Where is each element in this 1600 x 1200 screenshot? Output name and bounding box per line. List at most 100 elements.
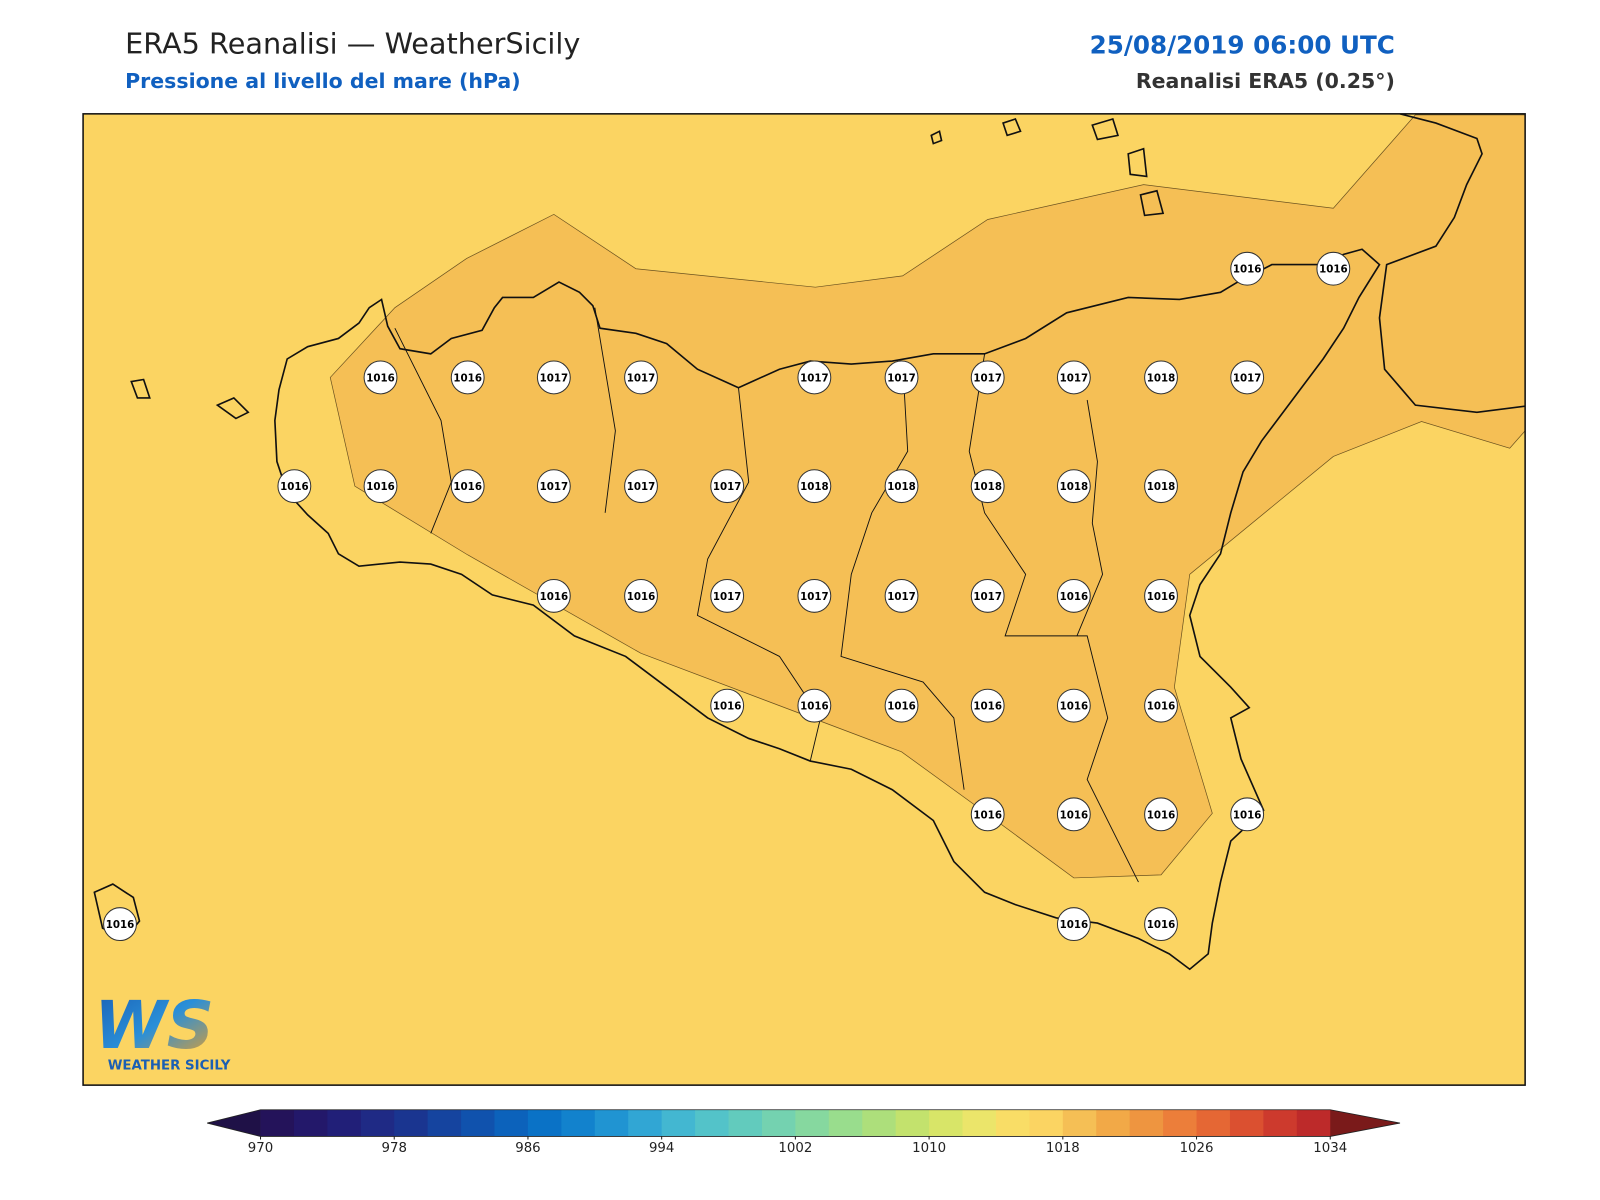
station-value: 1017 [540, 481, 569, 493]
station-marker [970, 688, 1005, 723]
colorbar-segment [461, 1109, 496, 1137]
colorbar-segment [1263, 1109, 1298, 1137]
station-marker [797, 360, 832, 395]
colorbar-tick-label: 1026 [1180, 1141, 1214, 1156]
station-marker [970, 797, 1005, 832]
station-value: 1016 [1147, 701, 1176, 713]
colorbar-segment [1163, 1109, 1198, 1137]
colorbar-segment [1229, 1109, 1264, 1137]
station: 1017 [970, 578, 1005, 613]
station-value: 1016 [973, 701, 1002, 713]
station-value: 1016 [453, 372, 482, 384]
colorbar-segment [394, 1109, 429, 1137]
station-value: 1017 [973, 372, 1002, 384]
station: 1017 [797, 360, 832, 395]
station-value: 1017 [973, 591, 1002, 603]
subtitle: Pressione al livello del mare (hPa) [125, 69, 521, 93]
station: 1016 [1230, 797, 1265, 832]
logo-mark: WS [94, 988, 214, 1064]
colorbar-segment [1029, 1109, 1064, 1137]
colorbar-segment [594, 1109, 629, 1137]
station-value: 1017 [540, 372, 569, 384]
station: 1017 [1056, 360, 1091, 395]
colorbar-segment [795, 1109, 830, 1137]
colorbar-segment [327, 1109, 362, 1137]
logo: WS WEATHER SICILY [94, 988, 230, 1074]
coastlines [93, 113, 1526, 971]
colorbar-segment [561, 1109, 596, 1137]
station-marker [1056, 578, 1091, 613]
station-value: 1018 [1147, 372, 1176, 384]
station: 1017 [536, 469, 571, 504]
station: 1017 [624, 469, 658, 504]
title: ERA5 Reanalisi — WeatherSicily [125, 26, 580, 60]
colorbar-segment [962, 1109, 997, 1137]
station-value: 1017 [627, 372, 656, 384]
station-marker [624, 360, 658, 395]
station: 1016 [1144, 688, 1178, 723]
ustica [930, 130, 943, 145]
colorbar-tick-label: 970 [248, 1141, 273, 1156]
station: 1016 [536, 578, 571, 613]
colorbar-segment [260, 1109, 295, 1137]
station: 1016 [1056, 797, 1091, 832]
colorbar-segment [360, 1109, 395, 1137]
station: 1018 [1056, 469, 1091, 504]
station-marker [970, 578, 1005, 613]
colorbar-tick-label: 978 [382, 1141, 407, 1156]
station-value: 1017 [800, 591, 829, 603]
station: 1016 [1144, 578, 1178, 613]
lipari [1127, 147, 1148, 178]
station: 1017 [710, 578, 745, 613]
station-marker [1144, 469, 1178, 504]
station-value: 1017 [887, 372, 916, 384]
field-contour-area [329, 114, 1526, 879]
station-marker [536, 360, 571, 395]
station-marker [1056, 360, 1091, 395]
station: 1016 [970, 688, 1005, 723]
station: 1016 [450, 469, 485, 504]
station-marker [710, 469, 745, 504]
pantelleria [93, 883, 141, 940]
alicudi-filicudi [1002, 117, 1022, 137]
station: 1016 [1316, 251, 1351, 286]
station-value: 1017 [887, 591, 916, 603]
colorbar-segment [494, 1109, 529, 1137]
station: 1016 [1056, 688, 1091, 723]
station: 1016 [1144, 907, 1178, 942]
station-marker [363, 469, 398, 504]
station-marker [710, 578, 745, 613]
sicily-coast [274, 248, 1381, 971]
station-value: 1018 [973, 481, 1002, 493]
station-marker [1056, 907, 1091, 942]
colorbar-tick-label: 986 [515, 1141, 540, 1156]
station: 1016 [450, 360, 485, 395]
station: 1016 [797, 688, 832, 723]
station: 1016 [277, 469, 312, 504]
station: 1018 [797, 469, 832, 504]
admin-borders [394, 307, 1139, 883]
station: 1018 [970, 469, 1005, 504]
colorbar-tick-label: 1018 [1046, 1141, 1080, 1156]
colorbar-segment [1129, 1109, 1164, 1137]
station-marker [1056, 469, 1091, 504]
colorbar-segment [862, 1109, 897, 1137]
station-value: 1018 [1147, 481, 1176, 493]
station-value: 1017 [1233, 372, 1262, 384]
station-value: 1016 [887, 701, 916, 713]
colorbar: 970 978 986 994 1002 1010 1018 1026 1034 [207, 1109, 1401, 1156]
station: 1018 [884, 469, 919, 504]
colorbar-segment [1296, 1109, 1331, 1137]
station-value: 1016 [1147, 809, 1176, 821]
station-marker [277, 469, 312, 504]
source: Reanalisi ERA5 (0.25°) [1136, 69, 1395, 93]
colorbar-segment [828, 1109, 863, 1137]
station-marker [884, 469, 919, 504]
station-labels: 1016 1016 1016 1016 1017 1017 1017 1017 1017 1017… [103, 251, 1351, 942]
station-marker [536, 469, 571, 504]
station-value: 1016 [1060, 809, 1089, 821]
station-value: 1016 [1060, 919, 1089, 931]
station-value: 1016 [1233, 264, 1262, 276]
station-marker [103, 907, 137, 942]
station-value: 1016 [1060, 591, 1089, 603]
